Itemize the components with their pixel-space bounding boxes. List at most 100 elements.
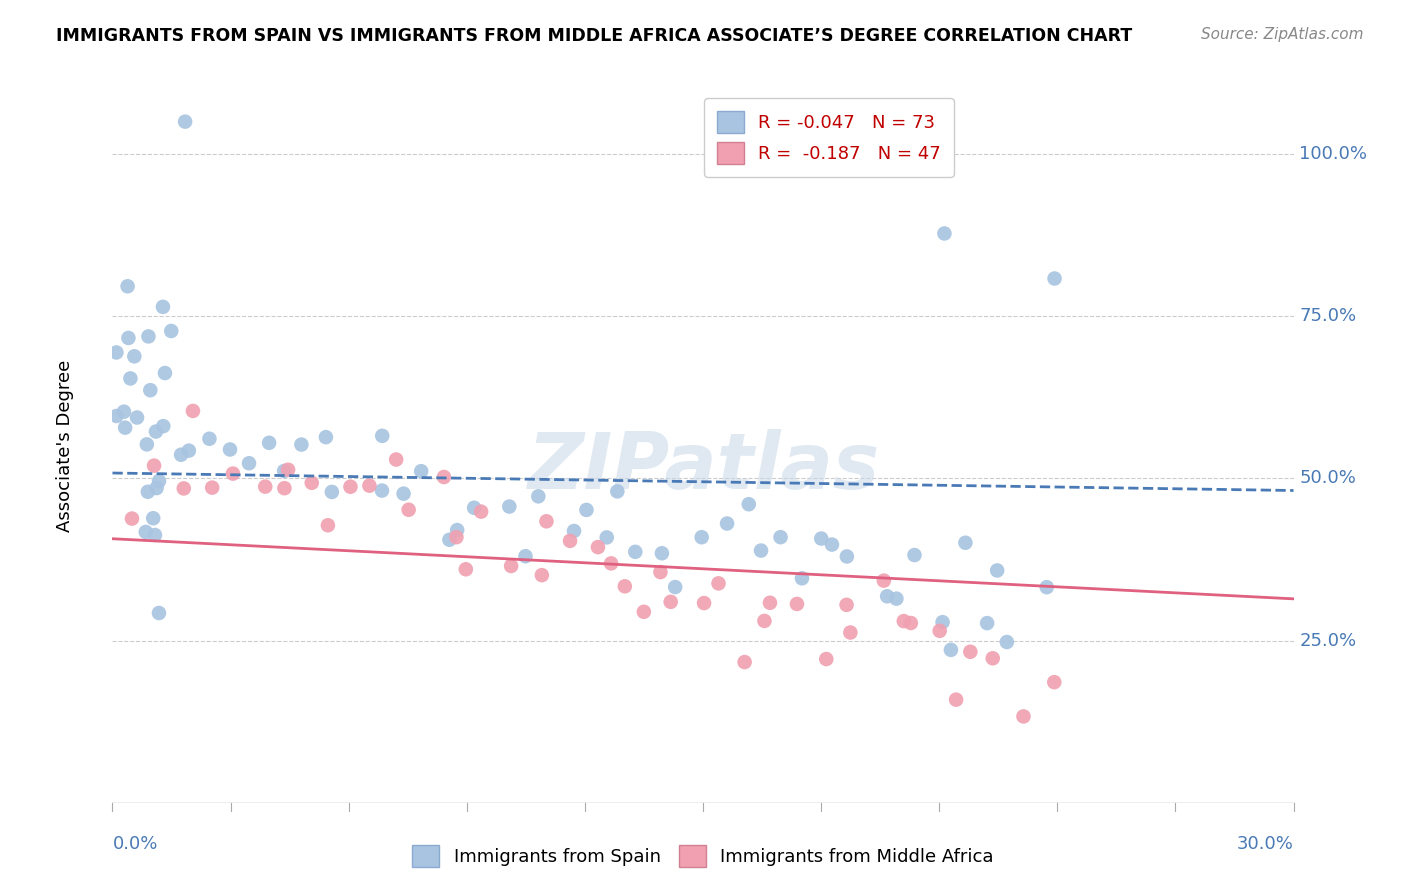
Point: [138, 329, 160, 343]
Point: [527, 489, 550, 503]
Point: [174, 114, 197, 128]
Point: [160, 324, 183, 338]
Point: [664, 580, 686, 594]
Text: 50.0%: 50.0%: [1299, 469, 1357, 487]
Point: [371, 429, 394, 443]
Point: [117, 279, 139, 293]
Point: [659, 595, 682, 609]
Point: [120, 371, 142, 385]
Point: [219, 442, 242, 457]
Point: [385, 452, 408, 467]
Point: [339, 480, 361, 494]
Point: [446, 523, 468, 537]
Point: [931, 615, 953, 629]
Point: [315, 430, 337, 444]
Point: [145, 481, 167, 495]
Point: [873, 574, 896, 588]
Point: [624, 545, 647, 559]
Legend: Immigrants from Spain, Immigrants from Middle Africa: Immigrants from Spain, Immigrants from M…: [405, 838, 1001, 874]
Point: [815, 652, 838, 666]
Text: Source: ZipAtlas.com: Source: ZipAtlas.com: [1201, 27, 1364, 42]
Point: [749, 543, 772, 558]
Point: [575, 503, 598, 517]
Point: [273, 464, 295, 478]
Point: [152, 300, 174, 314]
Point: [821, 537, 844, 551]
Point: [596, 530, 619, 544]
Point: [371, 483, 394, 498]
Point: [463, 500, 485, 515]
Point: [955, 535, 977, 549]
Point: [945, 692, 967, 706]
Point: [786, 597, 808, 611]
Point: [981, 651, 1004, 665]
Point: [995, 635, 1018, 649]
Point: [900, 615, 922, 630]
Point: [633, 605, 655, 619]
Point: [454, 562, 477, 576]
Point: [759, 596, 782, 610]
Point: [316, 518, 339, 533]
Point: [290, 437, 312, 451]
Point: [562, 524, 585, 538]
Point: [411, 464, 433, 478]
Text: 100.0%: 100.0%: [1299, 145, 1368, 163]
Point: [693, 596, 716, 610]
Point: [321, 484, 343, 499]
Point: [1012, 709, 1035, 723]
Point: [177, 443, 200, 458]
Point: [148, 606, 170, 620]
Point: [136, 484, 159, 499]
Point: [143, 528, 166, 542]
Point: [273, 481, 295, 495]
Point: [359, 478, 381, 492]
Text: 30.0%: 30.0%: [1237, 835, 1294, 854]
Point: [170, 448, 193, 462]
Point: [934, 227, 956, 241]
Point: [142, 511, 165, 525]
Point: [886, 591, 908, 606]
Point: [606, 484, 628, 499]
Point: [392, 486, 415, 500]
Point: [939, 643, 962, 657]
Point: [433, 470, 456, 484]
Text: Associate's Degree: Associate's Degree: [56, 359, 75, 533]
Point: [143, 458, 166, 473]
Text: 25.0%: 25.0%: [1299, 632, 1357, 649]
Point: [650, 565, 672, 579]
Point: [446, 530, 468, 544]
Point: [105, 409, 128, 423]
Point: [222, 467, 245, 481]
Point: [145, 425, 167, 439]
Point: [301, 475, 323, 490]
Legend: R = -0.047   N = 73, R =  -0.187   N = 47: R = -0.047 N = 73, R = -0.187 N = 47: [704, 98, 953, 177]
Point: [734, 655, 756, 669]
Point: [201, 481, 224, 495]
Point: [117, 331, 139, 345]
Point: [125, 410, 148, 425]
Point: [121, 511, 143, 525]
Point: [501, 559, 523, 574]
Point: [124, 349, 146, 363]
Point: [876, 589, 898, 603]
Point: [114, 420, 136, 434]
Point: [690, 530, 713, 544]
Point: [558, 533, 581, 548]
Text: 75.0%: 75.0%: [1299, 307, 1357, 326]
Point: [893, 614, 915, 628]
Point: [790, 571, 813, 585]
Point: [1043, 271, 1066, 285]
Point: [173, 482, 195, 496]
Point: [986, 564, 1008, 578]
Point: [439, 533, 461, 547]
Point: [754, 614, 776, 628]
Point: [139, 383, 162, 397]
Point: [257, 435, 280, 450]
Point: [238, 456, 260, 470]
Point: [738, 497, 761, 511]
Point: [135, 524, 157, 539]
Point: [135, 437, 157, 451]
Point: [105, 345, 128, 359]
Point: [586, 540, 609, 554]
Point: [903, 548, 925, 562]
